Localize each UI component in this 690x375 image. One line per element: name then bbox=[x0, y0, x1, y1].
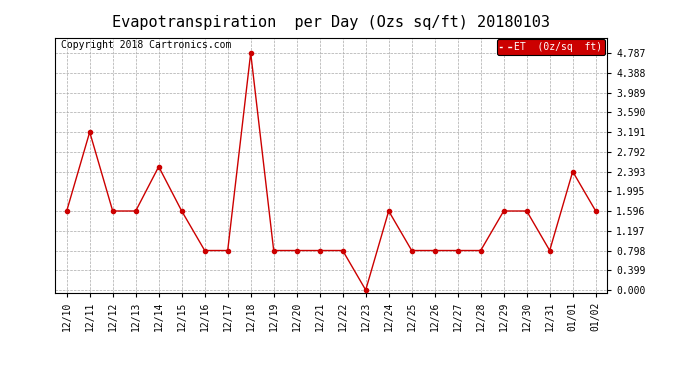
Text: Copyright 2018 Cartronics.com: Copyright 2018 Cartronics.com bbox=[61, 40, 231, 50]
Legend: ET  (0z/sq  ft): ET (0z/sq ft) bbox=[497, 39, 605, 55]
Text: Evapotranspiration  per Day (Ozs sq/ft) 20180103: Evapotranspiration per Day (Ozs sq/ft) 2… bbox=[112, 15, 550, 30]
